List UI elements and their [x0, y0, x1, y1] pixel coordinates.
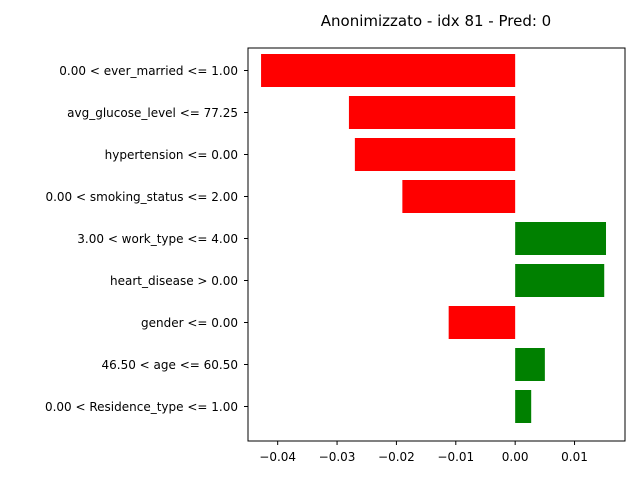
y-tick-label-0: 0.00 < ever_married <= 1.00: [59, 64, 238, 78]
y-tick-label-5: heart_disease > 0.00: [110, 274, 238, 288]
x-tick-label-5: 0.01: [561, 450, 588, 464]
y-tick-label-3: 0.00 < smoking_status <= 2.00: [45, 190, 238, 204]
y-tick-label-8: 0.00 < Residence_type <= 1.00: [45, 400, 238, 414]
bar-8: [515, 390, 532, 423]
plot-frame: [247, 47, 626, 442]
x-tick-label-4: 0.00: [502, 450, 529, 464]
y-tick-label-4: 3.00 < work_type <= 4.00: [77, 232, 238, 246]
x-tick-label-2: −0.02: [378, 450, 415, 464]
chart-title: Anonimizzato - idx 81 - Pred: 0: [321, 12, 551, 30]
bar-3: [402, 180, 516, 213]
bars-group: [261, 54, 607, 423]
bar-0: [261, 54, 516, 87]
y-tick-label-7: 46.50 < age <= 60.50: [102, 358, 238, 372]
bar-4: [515, 222, 607, 255]
y-tick-label-2: hypertension <= 0.00: [105, 148, 238, 162]
bar-1: [348, 96, 516, 129]
bar-2: [354, 138, 516, 171]
bar-5: [515, 264, 605, 297]
x-tick-label-3: −0.01: [437, 450, 474, 464]
x-tick-label-1: −0.03: [319, 450, 356, 464]
bar-6: [448, 306, 516, 339]
y-tick-label-6: gender <= 0.00: [141, 316, 238, 330]
y-axis-ticks: 0.00 < ever_married <= 1.00 avg_glucose_l…: [45, 64, 248, 414]
x-tick-label-0: −0.04: [259, 450, 296, 464]
x-axis-ticks: −0.04 −0.03 −0.02 −0.01 0.00 0.01: [259, 441, 588, 464]
bar-7: [515, 348, 545, 381]
y-tick-label-1: avg_glucose_level <= 77.25: [67, 106, 238, 120]
